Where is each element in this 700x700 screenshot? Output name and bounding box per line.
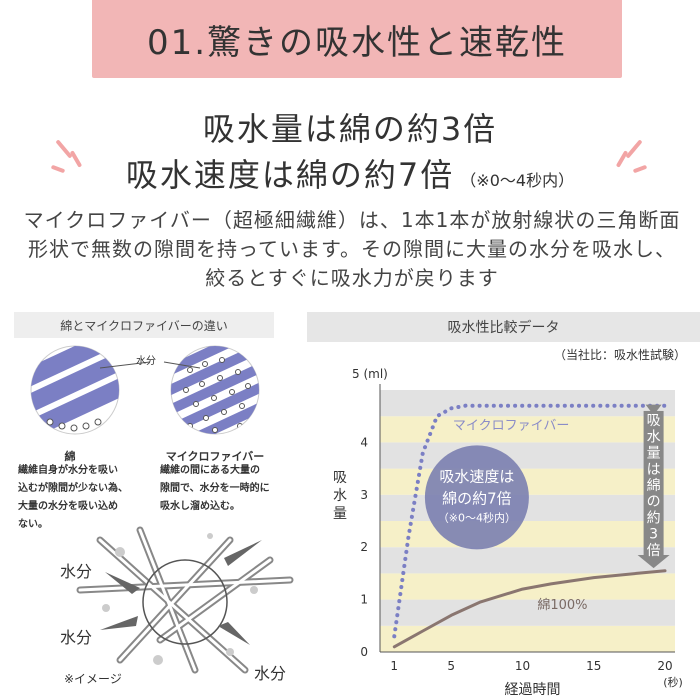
- chart-band: [380, 625, 675, 652]
- chart-axes: [379, 384, 675, 653]
- amount-text-char: 量: [647, 446, 661, 462]
- image-note: ※イメージ: [64, 672, 122, 686]
- x-tick-label: 10: [515, 659, 530, 673]
- y-tick-label: 2: [360, 540, 368, 554]
- amount-text-char: 吸: [647, 413, 661, 429]
- y-unit-label: 5 (ml): [352, 367, 388, 381]
- cotton-caption-line: 込むが隙間が少ない為、: [18, 483, 128, 494]
- series-label-microfiber: マイクロファイバー: [453, 418, 569, 433]
- cotton-title: 綿: [64, 450, 76, 463]
- amount-arrow-top: [645, 404, 662, 416]
- fiber-cross-section: [76, 526, 294, 674]
- speed-text-1: 吸水速度は: [439, 467, 514, 485]
- amount-text-char: は: [647, 462, 661, 478]
- test-note: （当社比：吸水性試験）: [553, 348, 686, 362]
- chart-band: [380, 599, 675, 626]
- cotton-caption-line: ない。: [18, 519, 48, 530]
- speed-text-note: （※0〜4秒内）: [438, 510, 516, 524]
- chart-band: [380, 390, 675, 417]
- cotton-caption-line: 大量の水分を吸い込め: [18, 501, 118, 512]
- chart-band: [380, 547, 675, 574]
- section-banner: 01.驚きの吸水性と速乾性: [92, 0, 622, 78]
- microfiber-icon: [170, 345, 260, 435]
- microfiber-title: マイクロファイバー: [165, 450, 265, 463]
- y-tick-label: 1: [360, 593, 368, 607]
- chart-series: [392, 403, 667, 649]
- microfiber-caption-line: 隙間で、水分を一時的に: [160, 483, 270, 494]
- headline-line2: 吸水速度は綿の約7倍 （※0〜4秒内）: [0, 150, 700, 196]
- y-tick-label: 3: [360, 488, 368, 502]
- x-tick-label: 1: [390, 659, 398, 673]
- chart-band: [380, 416, 675, 443]
- chart-band: [380, 573, 675, 600]
- microfiber-caption-line: 繊維の間にある大量の: [160, 465, 260, 476]
- y-axis-label-char: 量: [333, 506, 347, 522]
- cross-water-label-1: 水分: [60, 562, 93, 581]
- cross-water-label-2: 水分: [60, 628, 93, 647]
- series-line: [392, 569, 667, 649]
- cotton-caption-line: 繊維自身が水分を吸い: [18, 465, 118, 476]
- y-axis-label-char: 水: [333, 488, 347, 504]
- amount-text-char: の: [647, 494, 661, 510]
- y-axis-label-char: 吸: [333, 470, 347, 486]
- amount-text-char: 約: [647, 510, 661, 526]
- amount-text-char: 水: [647, 429, 661, 445]
- amount-text-char: 倍: [647, 543, 661, 559]
- fiber-comparison-illustration: [30, 345, 294, 674]
- description-text: マイクロファイバー（超極細繊維）は、1本1本が放射線状の三角断面形状で無数の隙間…: [23, 208, 681, 290]
- headline-line1: 吸水量は綿の約3倍: [202, 110, 498, 148]
- amount-arrow-shaft: [643, 410, 664, 556]
- x-axis-label: 経過時間: [505, 682, 561, 698]
- series-line: [392, 403, 667, 639]
- y-tick-label: 4: [360, 435, 368, 449]
- chart-band: [380, 521, 675, 548]
- right-panel-header: 吸水性比較データ: [307, 312, 700, 342]
- headline-line2-text: 吸水速度は綿の約7倍: [125, 156, 455, 194]
- microfiber-caption: 繊維の間にある大量の 隙間で、水分を一時的に 吸水し溜め込む。: [160, 462, 290, 516]
- amount-text-char: 綿: [647, 478, 661, 494]
- chart-bands: [380, 390, 675, 652]
- x-tick-label: 15: [586, 659, 601, 673]
- headline-line2-note: （※0〜4秒内）: [460, 171, 575, 190]
- cotton-caption: 繊維自身が水分を吸い 込むが隙間が少ない為、 大量の水分を吸い込め ない。: [18, 462, 148, 534]
- amount-text-char: 3: [649, 527, 658, 543]
- x-tick-label: 5: [447, 659, 455, 673]
- y-tick-label: 0: [360, 645, 368, 659]
- speed-text-2: 綿の約7倍: [442, 489, 512, 507]
- cross-water-label-3: 水分: [254, 664, 287, 683]
- chart-band: [380, 442, 675, 469]
- banner-title: 01.驚きの吸水性と速乾性: [146, 22, 568, 63]
- left-panel-header: 綿とマイクロファイバーの違い: [14, 312, 274, 338]
- amount-arrow-head: [637, 555, 670, 569]
- microfiber-caption-line: 吸水し溜め込む。: [160, 501, 240, 512]
- speed-circle: [424, 445, 529, 550]
- water-label: 水分: [136, 356, 156, 367]
- x-tick-label: 20: [657, 659, 672, 673]
- series-label-cotton: 綿100%: [537, 598, 587, 613]
- cotton-fiber-icon: [30, 345, 120, 435]
- x-unit-label: (秒): [663, 675, 683, 689]
